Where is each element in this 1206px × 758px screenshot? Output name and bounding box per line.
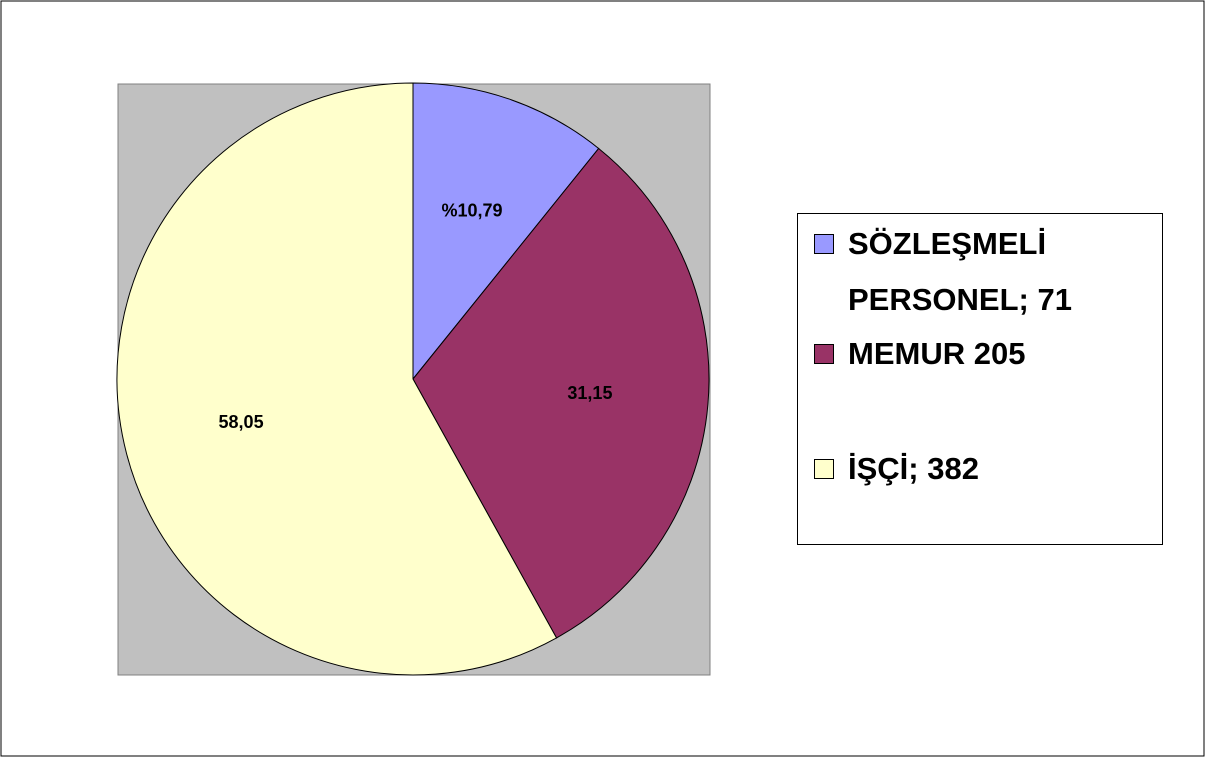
pie-slice	[412, 147, 710, 639]
legend-label: SÖZLEŞMELİ PERSONEL; 71	[848, 226, 1072, 317]
legend-swatch	[814, 344, 834, 364]
data-label: 31,15	[567, 383, 612, 403]
pie-slice	[116, 82, 558, 676]
data-label: 58,05	[219, 412, 264, 432]
legend-swatch	[814, 234, 834, 254]
pie-slice	[412, 82, 600, 381]
legend-swatch	[814, 459, 834, 479]
legend-label: MEMUR 205	[848, 336, 1026, 371]
legend-label: İŞÇİ; 382	[848, 451, 979, 486]
legend: SÖZLEŞMELİ PERSONEL; 71 MEMUR 205 İŞÇİ; 38…	[797, 213, 1163, 545]
data-label: %10,79	[442, 200, 503, 220]
